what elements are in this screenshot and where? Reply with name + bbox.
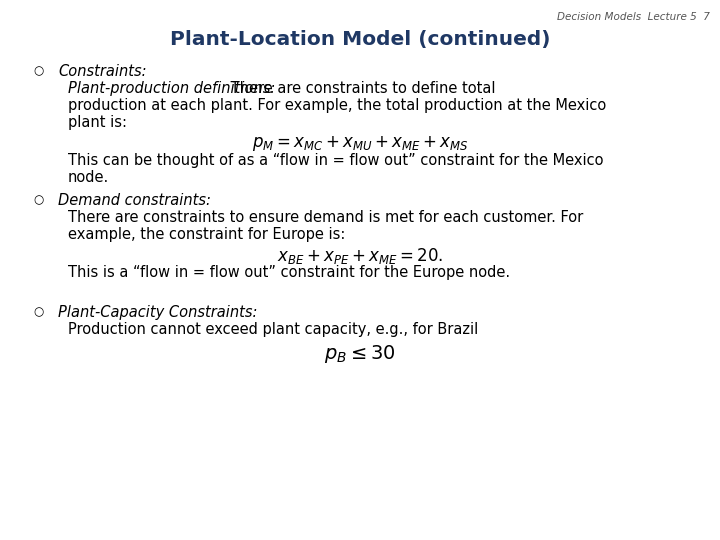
Text: node.: node. [68,170,109,185]
Text: ○: ○ [33,64,43,77]
Text: There are constraints to ensure demand is met for each customer. For: There are constraints to ensure demand i… [68,210,583,225]
Text: Decision Models  Lecture 5  7: Decision Models Lecture 5 7 [557,12,710,22]
Text: $p_M = x_{MC} + x_{MU} + x_{ME} + x_{MS}$: $p_M = x_{MC} + x_{MU} + x_{ME} + x_{MS}… [251,134,469,153]
Text: ○: ○ [33,193,43,206]
Text: This can be thought of as a “flow in = flow out” constraint for the Mexico: This can be thought of as a “flow in = f… [68,153,603,168]
Text: production at each plant. For example, the total production at the Mexico: production at each plant. For example, t… [68,98,606,113]
Text: Plant-Capacity Constraints:: Plant-Capacity Constraints: [58,305,257,320]
Text: $p_B \leq 30$: $p_B \leq 30$ [324,343,396,365]
Text: Constraints:: Constraints: [58,64,146,79]
Text: This is a “flow in = flow out” constraint for the Europe node.: This is a “flow in = flow out” constrain… [68,265,510,280]
Text: plant is:: plant is: [68,115,127,130]
Text: example, the constraint for Europe is:: example, the constraint for Europe is: [68,227,346,242]
Text: There are constraints to define total: There are constraints to define total [226,81,495,96]
Text: Demand constraints:: Demand constraints: [58,193,211,208]
Text: ○: ○ [33,305,43,318]
Text: Plant-production definitions:: Plant-production definitions: [68,81,275,96]
Text: Production cannot exceed plant capacity, e.g., for Brazil: Production cannot exceed plant capacity,… [68,322,478,337]
Text: $x_{BE} + x_{PE} + x_{ME} = 20.$: $x_{BE} + x_{PE} + x_{ME} = 20.$ [276,246,444,266]
Text: Plant-Location Model (continued): Plant-Location Model (continued) [170,30,550,49]
